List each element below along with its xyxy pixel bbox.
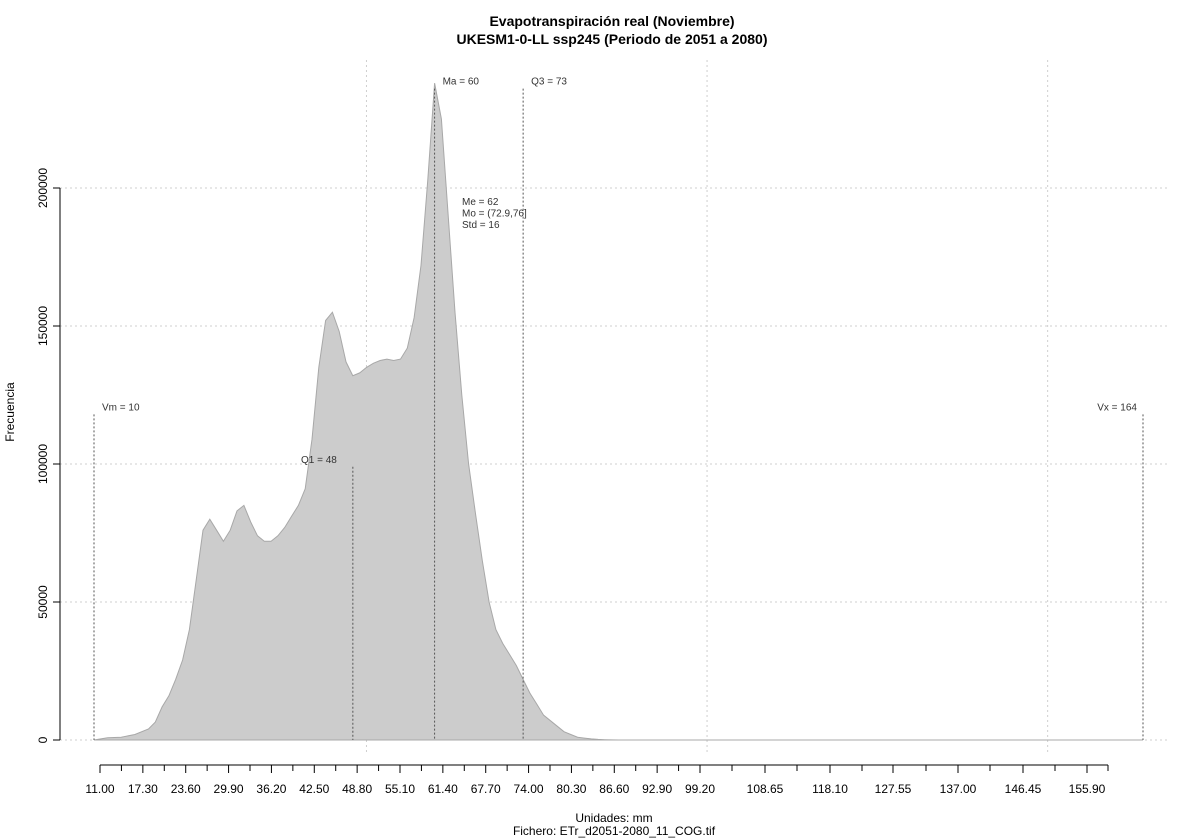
stats-label: Mo = (72.9,76] bbox=[462, 209, 527, 220]
y-tick-label: 50000 bbox=[36, 585, 50, 619]
x-tick-label: 11.00 bbox=[85, 782, 114, 796]
x-tick-label: 80.30 bbox=[556, 782, 586, 796]
x-tick-label: 118.10 bbox=[812, 782, 848, 796]
stats-label: Std = 16 bbox=[462, 220, 500, 231]
chart-title: Evapotranspiración real (Noviembre) bbox=[489, 13, 734, 29]
x-tick-label: 92.90 bbox=[642, 782, 672, 796]
stats-label: Me = 62 bbox=[462, 197, 499, 208]
y-axis-label: Frecuencia bbox=[3, 382, 17, 442]
x-tick-label: 48.80 bbox=[342, 782, 372, 796]
marker-label: Q1 = 48 bbox=[301, 455, 337, 466]
y-tick-label: 150000 bbox=[36, 306, 50, 346]
x-tick-label: 29.90 bbox=[214, 782, 244, 796]
y-tick-label: 0 bbox=[36, 736, 50, 743]
x-tick-label: 155.90 bbox=[1069, 782, 1106, 796]
x-tick-label: 86.60 bbox=[599, 782, 629, 796]
x-tick-label: 146.45 bbox=[1005, 782, 1042, 796]
x-tick-label: 137.00 bbox=[940, 782, 977, 796]
x-tick-label: 17.30 bbox=[128, 782, 158, 796]
x-tick-label: 127.55 bbox=[875, 782, 912, 796]
file-footer: Fichero: ETr_d2051-2080_11_COG.tif bbox=[513, 824, 716, 838]
marker-label: Vm = 10 bbox=[102, 402, 140, 413]
x-tick-label: 36.20 bbox=[256, 782, 286, 796]
x-tick-label: 23.60 bbox=[171, 782, 201, 796]
x-tick-label: 108.65 bbox=[747, 782, 784, 796]
x-tick-label: 42.50 bbox=[299, 782, 329, 796]
vline-layer: Vm = 10 Vx = 164 Q1 = 48 Ma = 60 Q3 = 73 bbox=[93, 77, 1144, 740]
marker-label: Q3 = 73 bbox=[531, 77, 567, 88]
area-layer bbox=[93, 83, 1143, 741]
x-tick-label: 55.10 bbox=[385, 782, 415, 796]
marker-label: Ma = 60 bbox=[443, 77, 480, 88]
axis-layer: 0 50000 100000 150000 200000 11.00 17.30 23.60 2… bbox=[36, 168, 1109, 796]
x-tick-label: 67.70 bbox=[471, 782, 501, 796]
marker-label: Vx = 164 bbox=[1097, 402, 1137, 413]
density-area bbox=[93, 83, 1143, 741]
x-tick-label: 74.00 bbox=[514, 782, 544, 796]
x-tick-label: 61.40 bbox=[428, 782, 458, 796]
x-tick-label: 99.20 bbox=[685, 782, 715, 796]
y-tick-label: 100000 bbox=[36, 444, 50, 484]
x-axis-label: Unidades: mm bbox=[575, 811, 652, 825]
y-tick-label: 200000 bbox=[36, 168, 50, 208]
chart-subtitle: UKESM1-0-LL ssp245 (Periodo de 2051 a 20… bbox=[457, 31, 768, 47]
